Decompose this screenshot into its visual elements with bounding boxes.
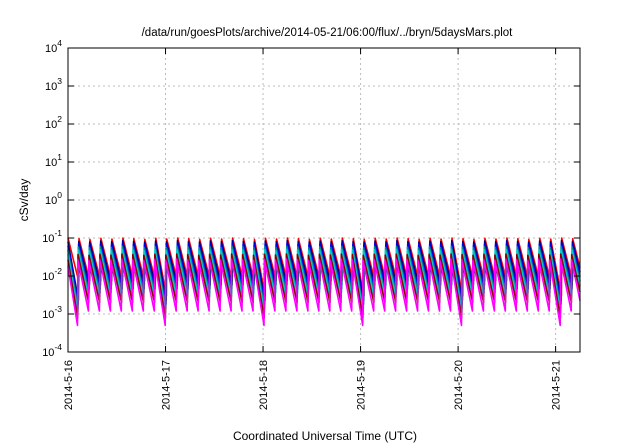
x-tick-label: 2014-5-21 — [551, 360, 563, 410]
x-tick-label: 2014-5-19 — [356, 360, 368, 410]
series-layer — [67, 237, 581, 327]
x-tick-label: 2014-5-18 — [258, 360, 270, 410]
y-tick-label: 10-4 — [42, 342, 62, 359]
x-tick-label: 2014-5-16 — [63, 360, 75, 410]
y-tick-label: 10-3 — [42, 304, 62, 321]
label-layer: 2014-5-16 2014-5-17 2014-5-18 2014-5-19 2014… — [42, 38, 562, 410]
y-axis-title: cSv/day — [17, 179, 31, 222]
y-tick-label: 10-1 — [42, 228, 62, 245]
y-tick-label: 102 — [45, 114, 62, 131]
x-tick-label: 2014-5-20 — [453, 360, 465, 410]
x-axis-title: Coordinated Universal Time (UTC) — [233, 429, 417, 443]
series-line — [67, 258, 581, 327]
x-tick-label: 2014-5-17 — [161, 360, 173, 410]
y-tick-label: 101 — [45, 152, 62, 169]
y-tick-label: 103 — [45, 76, 62, 93]
y-tick-label: 100 — [45, 190, 62, 207]
tick-layer — [67, 47, 580, 353]
y-tick-label: 10-2 — [42, 266, 62, 283]
y-tick-label: 104 — [45, 38, 62, 55]
grid-layer — [68, 48, 580, 352]
chart-title: /data/run/goesPlots/archive/2014-05-21/0… — [142, 27, 514, 39]
